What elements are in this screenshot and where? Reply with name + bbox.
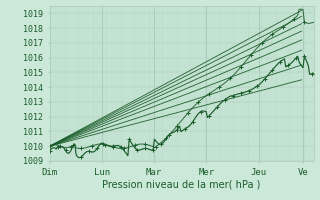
X-axis label: Pression niveau de la mer( hPa ): Pression niveau de la mer( hPa ): [102, 180, 261, 190]
